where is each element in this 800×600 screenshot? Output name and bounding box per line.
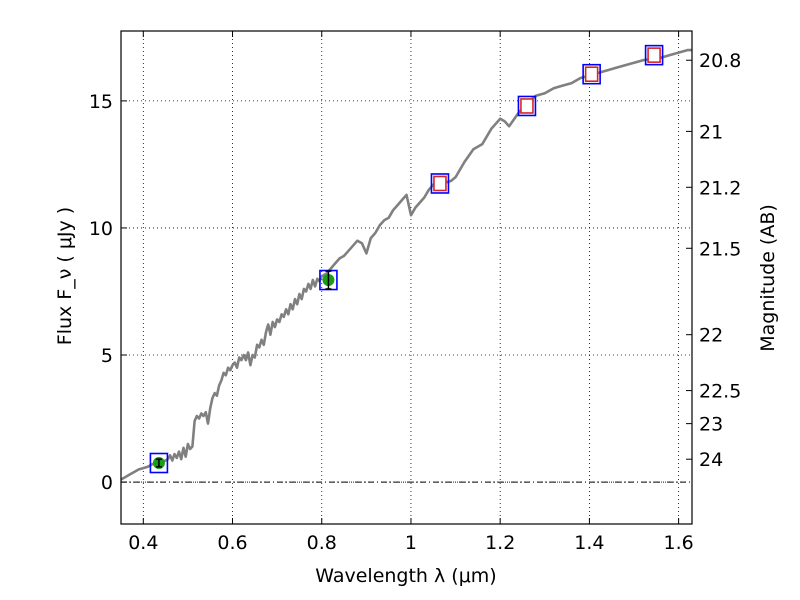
x-tick-label: 0.8	[307, 532, 337, 554]
y-tick-label: 10	[89, 218, 113, 240]
magnitude-tick-label: 24	[699, 449, 723, 471]
x-tick-label: 1.6	[664, 532, 694, 554]
model-spectrum-series	[120, 48, 692, 481]
observation-box-marker	[582, 63, 601, 85]
magnitude-tick-label: 23	[699, 414, 723, 436]
y-tick-label: 5	[101, 345, 113, 367]
y-axis-ticks: 0 5 10 15	[89, 91, 127, 494]
magnitude-tick-label: 21.5	[699, 238, 741, 260]
magnitude-tick-label: 22.5	[699, 381, 741, 403]
x-tick-label: 1.4	[574, 532, 604, 554]
grid-lines	[121, 31, 692, 524]
x-tick-label: 1.2	[485, 532, 515, 554]
observation-box-marker	[644, 44, 664, 66]
y-tick-label: 15	[89, 91, 113, 113]
observation-box-marker	[430, 173, 450, 194]
x-axis-ticks: 0.4 0.6 0.8 1 1.2 1.4 1.6	[128, 31, 694, 554]
y-axis-title: Flux F_ν ( μJy )	[54, 207, 76, 345]
magnitude-axis-title: Magnitude (AB)	[757, 204, 779, 352]
upper-limit-marker	[647, 47, 661, 63]
observation-markers	[149, 44, 664, 474]
magnitude-axis-ticks: 20.8 21 21.2 21.5 22 22.5 23 24	[686, 50, 741, 471]
magnitude-tick-label: 21.2	[699, 177, 741, 199]
model-spectrum-line	[120, 48, 692, 481]
upper-limit-marker	[433, 175, 447, 192]
observation-box-marker	[149, 452, 169, 474]
plot-frame	[120, 30, 693, 525]
magnitude-tick-label: 21	[699, 121, 723, 143]
upper-limit-marker	[584, 66, 599, 83]
x-tick-label: 0.6	[217, 532, 247, 554]
observation-box-marker	[517, 95, 537, 117]
x-axis-title: Wavelength λ (μm)	[315, 565, 496, 587]
x-tick-label: 0.4	[128, 532, 158, 554]
upper-limit-marker	[520, 98, 534, 114]
x-tick-label: 1	[405, 532, 417, 554]
magnitude-tick-label: 22	[699, 325, 723, 347]
magnitude-tick-label: 20.8	[699, 50, 741, 72]
y-tick-label: 0	[101, 472, 113, 494]
